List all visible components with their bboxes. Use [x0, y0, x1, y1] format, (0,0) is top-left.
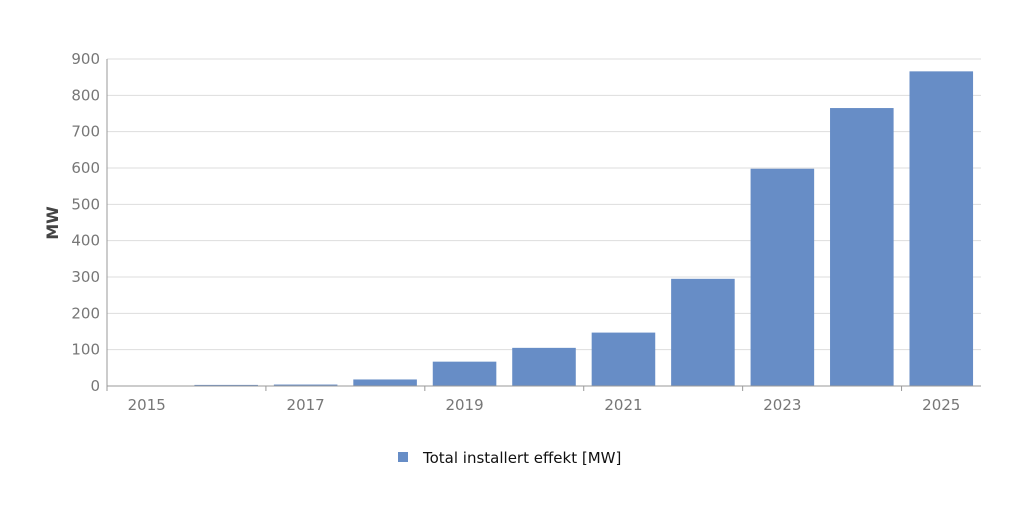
y-tick-label: 400	[71, 232, 100, 250]
bar	[432, 361, 497, 386]
y-tick-label: 0	[90, 377, 100, 395]
y-tick-label: 600	[71, 159, 100, 177]
bar	[909, 71, 974, 386]
y-tick-label: 200	[71, 304, 100, 322]
legend[interactable]: Total installert effekt [MW]	[398, 449, 621, 467]
axes	[106, 59, 981, 391]
bar	[830, 108, 894, 387]
bar	[750, 168, 815, 386]
y-tick-label: 800	[71, 86, 100, 104]
x-tick-labels: 2015 2017 2019 2021 2023 2025	[128, 396, 961, 414]
y-tick-label: 900	[71, 50, 100, 68]
legend-swatch	[398, 452, 408, 462]
x-tick-label: 2015	[128, 396, 166, 414]
bar	[273, 384, 338, 386]
bar	[353, 379, 417, 386]
y-axis-title: MW	[43, 206, 62, 240]
bars	[114, 71, 974, 387]
x-tick-label: 2019	[445, 396, 483, 414]
legend-label: Total installert effekt [MW]	[422, 449, 621, 467]
x-tick-label: 2017	[287, 396, 325, 414]
y-tick-label: 500	[71, 195, 100, 213]
bar	[671, 278, 735, 386]
y-tick-label: 700	[71, 123, 100, 141]
y-tick-label: 300	[71, 268, 100, 286]
bar	[512, 347, 576, 386]
bar	[194, 384, 258, 386]
y-tick-labels: 0 100 200 300 400 500 600 700 800 900	[71, 50, 100, 395]
x-tick-label: 2025	[922, 396, 960, 414]
x-tick-label: 2023	[763, 396, 801, 414]
y-tick-label: 100	[71, 341, 100, 359]
x-tick-label: 2021	[604, 396, 642, 414]
gridlines	[107, 58, 981, 351]
bar	[591, 332, 656, 386]
